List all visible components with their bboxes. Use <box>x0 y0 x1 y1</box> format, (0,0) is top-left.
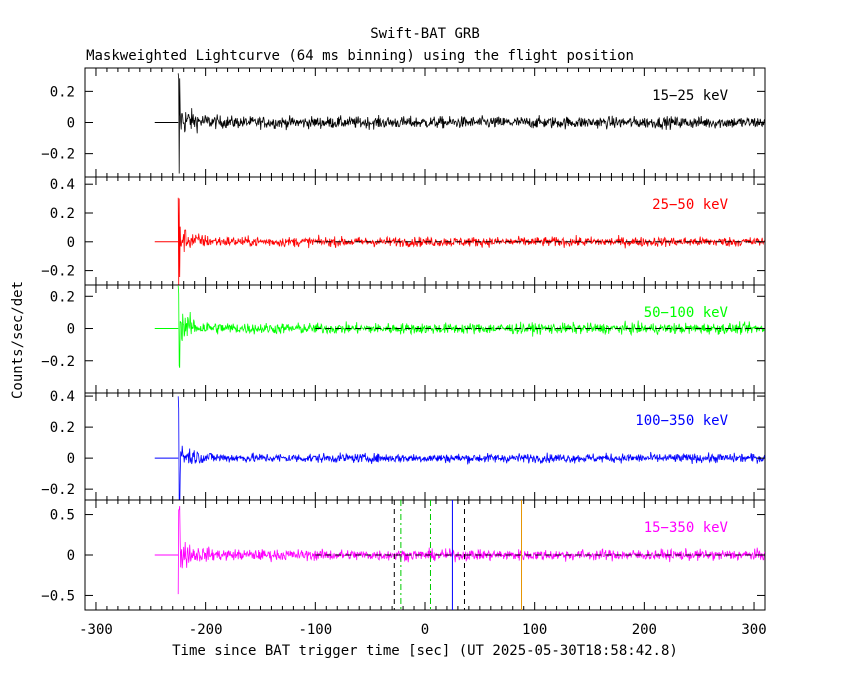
panel-4: −0.2 0 0.2 0.4 100−350 keV <box>41 389 766 501</box>
y-tick-label: 0.4 <box>50 177 75 193</box>
panel-energy-label: 15−350 keV <box>644 520 729 536</box>
y-tick-label: 0 <box>67 451 75 467</box>
x-tick-label: 0 <box>421 622 429 638</box>
panel-3: −0.2 0 0.2 50−100 keV <box>41 284 766 394</box>
panel-2: −0.2 0 0.2 0.4 25−50 keV <box>41 176 766 286</box>
y-tick-label: 0.2 <box>50 289 75 305</box>
y-tick-label: −0.2 <box>41 264 75 280</box>
chart-subtitle: Maskweighted Lightcurve (64 ms binning) … <box>86 48 634 64</box>
y-tick-label: 0 <box>67 116 75 132</box>
y-tick-label: −0.2 <box>41 482 75 498</box>
lightcurve-series <box>177 285 765 368</box>
panel-energy-label: 25−50 keV <box>652 197 728 213</box>
y-tick-label: 0 <box>67 235 75 251</box>
y-axis-label: Counts/sec/det <box>10 281 26 399</box>
x-tick-label: -300 <box>79 622 113 638</box>
x-tick-label: -100 <box>298 622 332 638</box>
panel-1: −0.2 0 0.2 15−25 keV <box>41 67 766 178</box>
panel-frame <box>84 392 766 501</box>
panel-energy-label: 15−25 keV <box>652 88 728 104</box>
x-tick-label: 300 <box>741 622 766 638</box>
panel-frame <box>84 284 766 394</box>
x-tick-label: -200 <box>189 622 223 638</box>
y-tick-label: 0.2 <box>50 420 75 436</box>
y-tick-label: 0 <box>67 322 75 338</box>
panel-energy-label: 100−350 keV <box>635 413 728 429</box>
panel-energy-label: 50−100 keV <box>644 305 729 321</box>
y-tick-label: −0.2 <box>41 354 75 370</box>
y-tick-label: 0.2 <box>50 84 75 100</box>
y-tick-label: −0.5 <box>41 588 75 604</box>
x-tick-label: 100 <box>522 622 547 638</box>
x-axis-label: Time since BAT trigger time [sec] (UT 20… <box>172 643 678 659</box>
panel-stack: −0.200.2 15−25 keV−0.200.20.425−50 keV−0.… <box>41 67 767 638</box>
lightcurve-series <box>177 73 765 174</box>
lightcurve-series <box>177 505 765 595</box>
y-tick-label: 0.4 <box>50 389 75 405</box>
y-tick-label: 0.5 <box>50 508 75 524</box>
panel-5: −0.5 0 0.5 15−350 keV <box>41 499 766 611</box>
y-tick-label: 0 <box>67 548 75 564</box>
y-tick-label: 0.2 <box>50 206 75 222</box>
lightcurve-series <box>177 396 765 500</box>
chart-title: Swift-BAT GRB <box>370 26 480 42</box>
panel-frame <box>84 176 766 286</box>
x-tick-label: 200 <box>632 622 657 638</box>
y-tick-label: −0.2 <box>41 147 75 163</box>
